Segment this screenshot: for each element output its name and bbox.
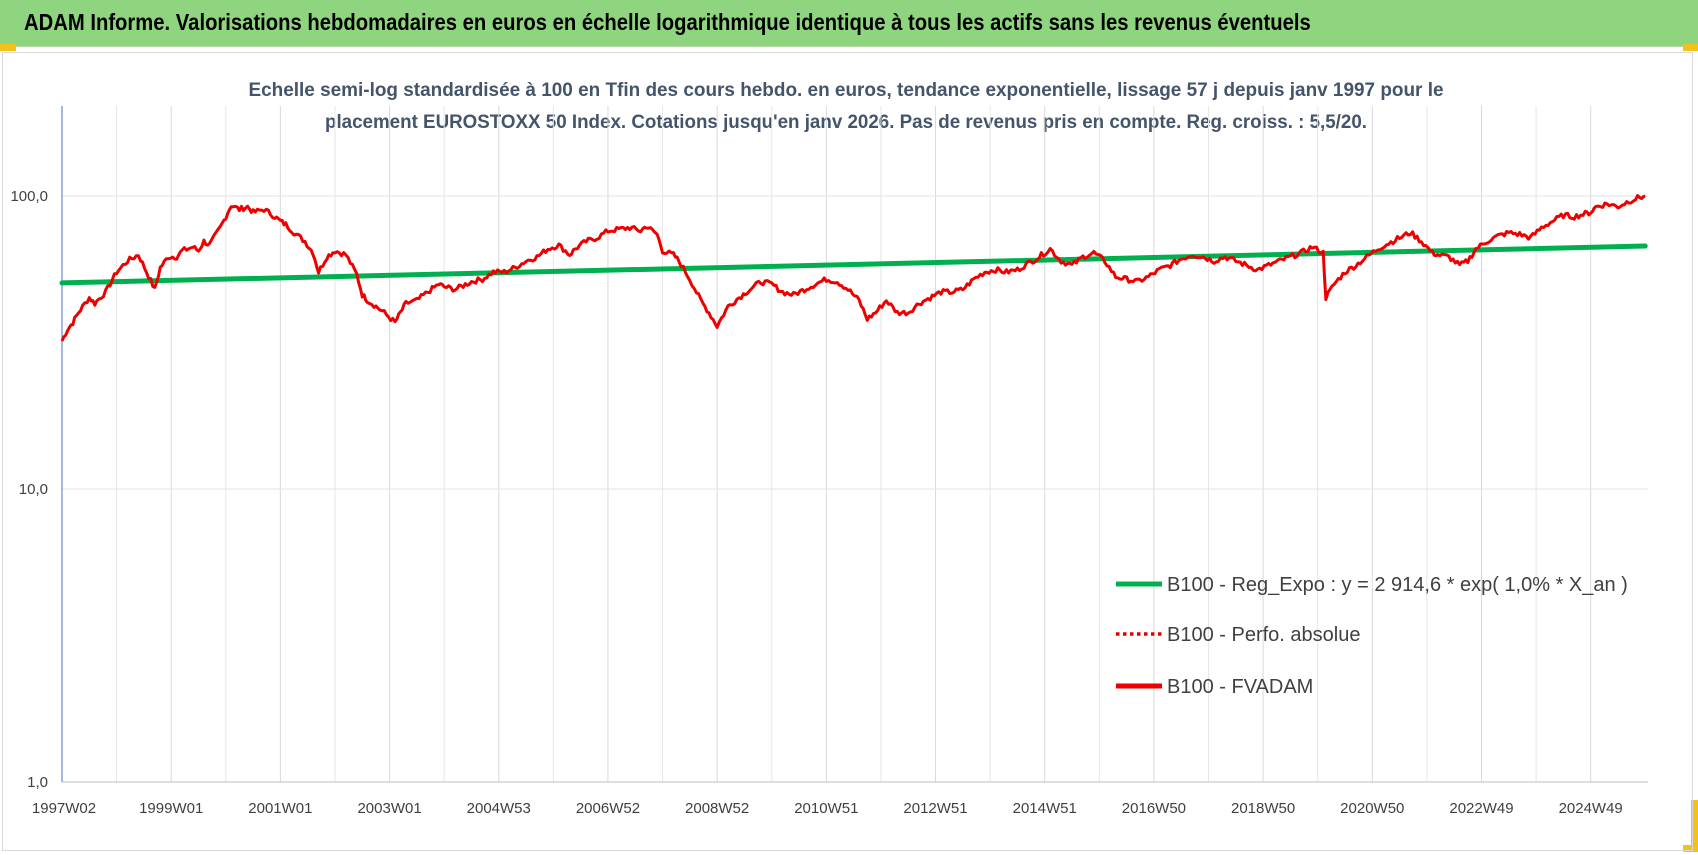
legend: B100 - Reg_Expo : y = 2 914,6 * exp( 1,0…: [1116, 574, 1628, 698]
x-tick-label: 2022W49: [1449, 800, 1513, 817]
x-tick-label: 2020W50: [1340, 800, 1404, 817]
chart-border: [2, 52, 1693, 851]
x-tick-label: 2024W49: [1559, 800, 1623, 817]
x-tick-label: 2006W52: [576, 800, 640, 817]
x-tick-label: 2016W50: [1122, 800, 1186, 817]
series-fvadam-line: [60, 194, 1646, 342]
corner-marker-top-right: [1683, 44, 1698, 51]
x-tick-label: 1997W02: [32, 800, 96, 817]
corner-marker-bottom-right: [1691, 800, 1698, 852]
corner-marker-top-left: [0, 44, 16, 51]
x-tick-label: 2004W53: [467, 800, 531, 817]
x-tick-label: 1999W01: [139, 800, 203, 817]
x-tick-label: 2018W50: [1231, 800, 1295, 817]
x-tick-labels: 1997W02 1999W01 2001W01 2003W01 2004W53 2006W…: [32, 800, 1623, 817]
legend-label-regression: B100 - Reg_Expo : y = 2 914,6 * exp( 1,0…: [1167, 574, 1628, 596]
y-tick-label: 10,0: [19, 481, 48, 498]
series-regression-line: [59, 243, 1648, 286]
series-fvadam: [60, 194, 1646, 342]
gridlines: [62, 106, 1648, 782]
legend-item-fvadam: B100 - FVADAM: [1116, 676, 1313, 698]
corner-marker-bottom-right-foot: [1683, 845, 1698, 852]
x-tick-label: 2008W52: [685, 800, 749, 817]
chart-subtitle-line-2: placement EUROSTOXX 50 Index. Cotations …: [325, 112, 1367, 133]
legend-item-perfo: B100 - Perfo. absolue: [1116, 624, 1360, 646]
legend-label-fvadam: B100 - FVADAM: [1167, 676, 1313, 698]
header-title: ADAM Informe. Valorisations hebdomadaire…: [24, 9, 1311, 35]
x-tick-label: 2014W51: [1013, 800, 1077, 817]
x-tick-label: 2012W51: [903, 800, 967, 817]
y-tick-label: 100,0: [10, 188, 48, 205]
header-banner: ADAM Informe. Valorisations hebdomadaire…: [0, 0, 1698, 47]
legend-item-regression: B100 - Reg_Expo : y = 2 914,6 * exp( 1,0…: [1116, 574, 1628, 596]
y-tick-labels: 1,0 10,0 100,0: [10, 188, 48, 791]
x-tick-label: 2001W01: [248, 800, 312, 817]
x-tick-label: 2010W51: [794, 800, 858, 817]
x-tick-label: 2003W01: [357, 800, 421, 817]
y-tick-label: 1,0: [27, 774, 48, 791]
series-regression: [59, 243, 1648, 286]
chart-subtitle-line-1: Echelle semi-log standardisée à 100 en T…: [249, 80, 1444, 101]
legend-label-perfo: B100 - Perfo. absolue: [1167, 624, 1360, 646]
